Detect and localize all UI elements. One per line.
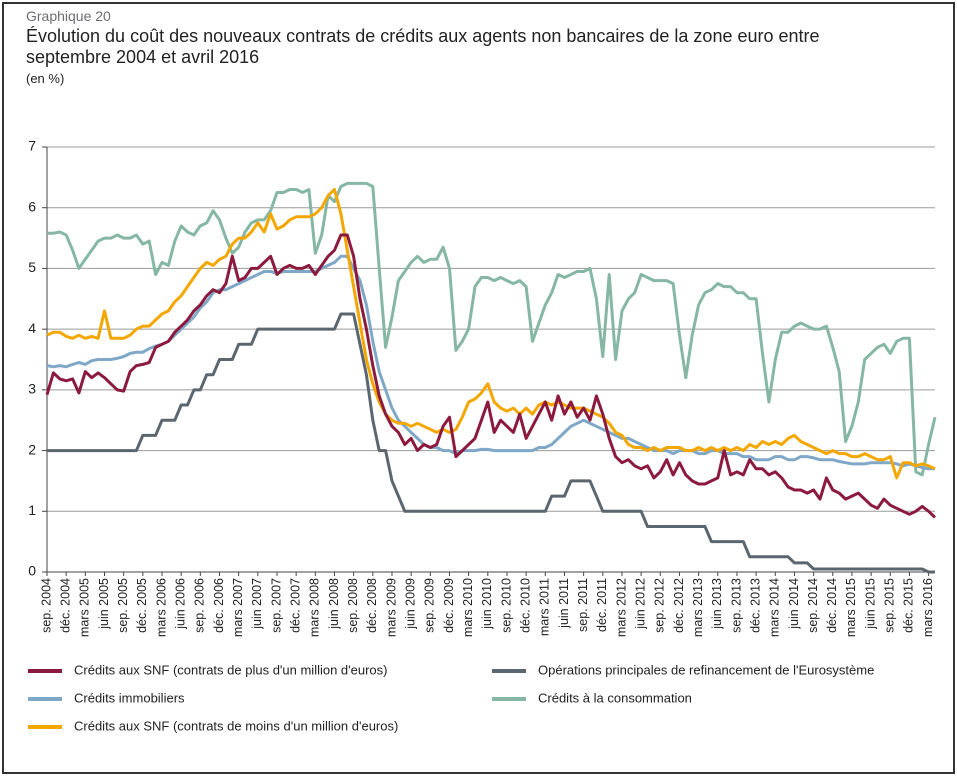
x-tick-label: sep. 2009: [423, 578, 437, 633]
x-tick-label: juin 2013: [710, 578, 724, 630]
legend-label: Crédits aux SNF (contrats de plus d'un m…: [74, 662, 388, 677]
x-tick-label: déc. 2010: [518, 578, 532, 633]
x-tick-label: juin 2015: [863, 578, 877, 630]
x-tick-label: sep. 2006: [193, 578, 207, 633]
legend-label: Opérations principales de refinancement …: [538, 662, 874, 677]
y-tick-label: 6: [28, 198, 36, 214]
x-tick-label: sep. 2008: [346, 578, 360, 633]
x-tick-label: déc. 2012: [672, 578, 686, 633]
x-tick-label: sep. 2010: [499, 578, 513, 633]
x-tick-label: mars 2006: [154, 578, 168, 637]
x-tick-label: déc. 2006: [212, 578, 226, 633]
x-tick-label: déc. 2014: [825, 578, 839, 633]
y-tick-label: 4: [28, 320, 36, 336]
x-tick-label: juin 2010: [480, 578, 494, 630]
x-tick-label: mars 2012: [614, 578, 628, 637]
x-tick-label: déc. 2008: [365, 578, 379, 633]
series-line: [46, 254, 935, 471]
x-tick-label: mars 2009: [384, 578, 398, 637]
x-tick-label: sep. 2005: [116, 578, 130, 633]
x-tick-label: juin 2007: [250, 578, 264, 630]
chart-kicker: Graphique 20: [26, 8, 111, 24]
y-tick-label: 1: [28, 502, 36, 518]
x-tick-label: juin 2006: [173, 578, 187, 630]
x-tick-label: mars 2008: [308, 578, 322, 637]
x-tick-label: déc. 2007: [288, 578, 302, 633]
series-line: [47, 181, 937, 477]
x-tick-label: mars 2011: [538, 578, 552, 636]
series-line: [46, 188, 936, 480]
x-tick-label: juin 2005: [97, 578, 111, 630]
x-tick-label: sep. 2012: [653, 578, 667, 633]
x-tick-label: mars 2014: [768, 578, 782, 637]
series-line: [47, 312, 935, 574]
x-tick-label: mars 2010: [461, 578, 475, 637]
series-line: [45, 233, 937, 519]
y-tick-label: 3: [28, 381, 36, 397]
x-tick-label: déc. 2013: [748, 578, 762, 633]
x-tick-label: juin 2008: [327, 578, 341, 630]
x-tick-label: sep. 2011: [576, 578, 590, 632]
chart-title: Évolution du coût des nouveaux contrats …: [26, 26, 820, 67]
x-tick-label: sep. 2014: [806, 578, 820, 633]
legend-label: Crédits immobiliers: [74, 690, 185, 705]
x-tick-label: juin 2011: [557, 578, 571, 629]
x-tick-label: déc. 2009: [442, 578, 456, 633]
x-tick-label: déc. 2004: [58, 578, 72, 633]
x-tick-label: mars 2016: [921, 578, 935, 637]
x-tick-label: mars 2007: [231, 578, 245, 637]
x-tick-label: sep. 2004: [39, 578, 53, 633]
x-tick-label: déc. 2015: [902, 578, 916, 633]
x-tick-label: sep. 2007: [269, 578, 283, 633]
x-tick-label: sep. 2015: [883, 578, 897, 633]
x-tick-label: juin 2012: [633, 578, 647, 630]
y-tick-label: 2: [28, 441, 36, 457]
x-tick-label: mars 2015: [844, 578, 858, 637]
x-tick-label: sep. 2013: [729, 578, 743, 633]
x-tick-label: déc. 2011: [595, 578, 609, 632]
y-tick-label: 7: [28, 138, 36, 154]
x-tick-label: juin 2009: [403, 578, 417, 630]
x-tick-label: mars 2005: [78, 578, 92, 637]
x-tick-label: déc. 2005: [135, 578, 149, 633]
x-tick-label: juin 2014: [787, 578, 801, 630]
y-axis-label: (en %): [26, 71, 65, 86]
x-tick-label: mars 2013: [691, 578, 705, 637]
legend-label: Crédits aux SNF (contrats de moins d'un …: [74, 718, 398, 733]
y-tick-label: 0: [28, 563, 36, 579]
y-tick-label: 5: [28, 259, 36, 275]
legend-label: Crédits à la consommation: [538, 690, 692, 705]
